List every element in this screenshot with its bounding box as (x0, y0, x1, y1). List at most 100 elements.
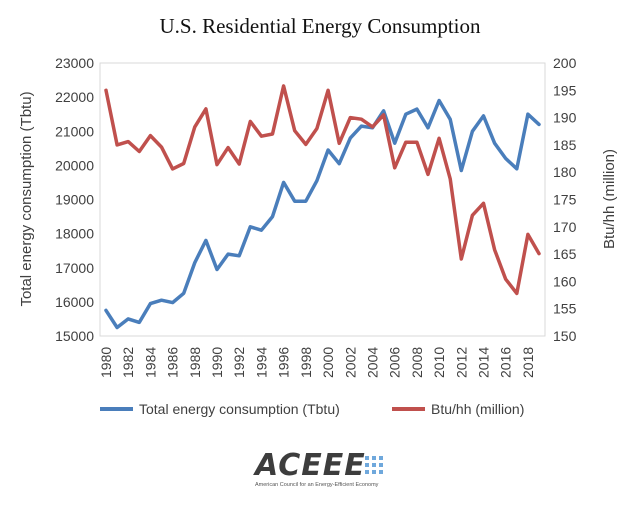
data-point-btu (437, 137, 441, 140)
data-point-btu (193, 125, 196, 129)
right-tick-label: 150 (553, 328, 577, 344)
data-point-total (171, 301, 174, 304)
chart-title: U.S. Residential Energy Consumption (159, 14, 481, 38)
data-point-btu (537, 252, 541, 255)
data-point-total (304, 200, 307, 203)
data-point-total (404, 113, 407, 116)
data-point-total (471, 130, 474, 133)
x-tick-label: 1986 (165, 347, 181, 378)
data-point-total (182, 292, 185, 295)
x-axis-ticks: 1980 1982 1984 1986 1988 1990 1992 1994 1996 1998… (98, 347, 536, 378)
right-tick-label: 200 (553, 55, 577, 71)
plot-frame (99, 62, 546, 337)
data-point-btu (204, 107, 208, 111)
right-tick-label: 175 (553, 192, 577, 208)
data-point-btu (293, 129, 296, 132)
logo-wordmark: ACEEE (255, 448, 366, 483)
left-axis-ticks: 15000 16000 17000 18000 19000 20000 21000 22000… (55, 55, 94, 344)
x-tick-label: 2018 (520, 347, 536, 378)
data-point-btu (271, 132, 274, 136)
right-tick-label: 155 (553, 301, 577, 317)
data-point-total (193, 261, 196, 264)
data-point-btu (149, 134, 152, 137)
series-line-total-consumption (104, 98, 541, 330)
data-point-total (204, 239, 208, 242)
data-point-total (515, 167, 518, 170)
x-tick-label: 1996 (276, 347, 292, 378)
left-axis-title: Total energy consumption (Tbtu) (18, 91, 35, 306)
data-point-btu (515, 292, 518, 295)
left-tick-label: 17000 (55, 260, 94, 276)
data-point-btu (415, 141, 419, 144)
data-point-btu (260, 135, 263, 138)
series-line-btu-per-household (104, 84, 541, 296)
left-tick-label: 16000 (55, 294, 94, 310)
data-point-btu (460, 257, 463, 261)
data-point-btu (171, 167, 174, 171)
data-point-total (104, 309, 108, 312)
x-tick-label: 2012 (453, 347, 469, 378)
data-point-total (238, 254, 241, 257)
data-point-total (415, 107, 419, 111)
data-point-btu (315, 127, 319, 130)
data-point-btu (215, 163, 219, 166)
left-tick-label: 20000 (55, 157, 94, 173)
data-point-total (215, 268, 219, 271)
data-point-btu (426, 173, 430, 176)
x-tick-label: 1992 (231, 347, 247, 378)
data-point-btu (138, 150, 141, 153)
right-tick-label: 190 (553, 110, 577, 126)
data-point-total (360, 124, 363, 128)
logo-dots-icon (365, 456, 383, 474)
x-tick-label: 2008 (409, 347, 425, 378)
data-point-total (115, 326, 119, 329)
data-point-total (493, 142, 496, 145)
data-point-total (338, 162, 341, 165)
x-tick-label: 1982 (120, 347, 136, 378)
data-point-total (349, 136, 352, 140)
data-point-btu (104, 89, 108, 92)
data-point-total (260, 229, 263, 232)
x-tick-label: 2000 (320, 347, 336, 378)
x-tick-label: 2014 (475, 347, 491, 378)
x-tick-label: 1988 (187, 347, 203, 378)
data-point-btu (349, 116, 352, 119)
data-point-total (160, 299, 163, 302)
data-point-total (315, 179, 319, 182)
legend: Total energy consumption (Tbtu) Btu/hh (… (100, 401, 524, 417)
right-axis-ticks: 150 155 160 165 170 175 180 185 190 195 200 (553, 55, 577, 344)
data-point-btu (249, 120, 252, 123)
data-point-total (482, 114, 485, 118)
left-tick-label: 15000 (55, 328, 94, 344)
data-point-btu (493, 248, 496, 251)
data-point-btu (282, 84, 285, 88)
left-tick-label: 18000 (55, 226, 94, 242)
data-point-total (504, 157, 507, 160)
data-point-total (249, 225, 252, 228)
x-tick-label: 2010 (431, 347, 447, 378)
data-point-total (449, 118, 452, 121)
x-tick-label: 2016 (498, 347, 514, 378)
data-point-total (226, 252, 230, 256)
data-point-total (393, 142, 396, 145)
data-point-total (437, 99, 441, 102)
x-tick-label: 1998 (298, 347, 314, 378)
right-tick-label: 160 (553, 273, 577, 289)
data-point-total (526, 113, 530, 116)
data-point-total (460, 169, 463, 172)
data-point-btu (449, 177, 452, 180)
data-point-btu (371, 125, 374, 129)
data-point-btu (471, 214, 474, 217)
data-point-total (149, 302, 152, 305)
left-tick-label: 21000 (55, 123, 94, 139)
data-point-btu (326, 89, 330, 92)
left-tick-label: 22000 (55, 89, 94, 105)
x-tick-label: 1980 (98, 347, 114, 378)
data-point-btu (160, 145, 163, 149)
x-tick-label: 2006 (387, 347, 403, 378)
data-point-total (271, 215, 274, 218)
data-point-btu (304, 143, 307, 146)
data-point-total (326, 148, 330, 152)
data-point-total (138, 321, 141, 324)
x-tick-label: 1994 (253, 347, 269, 378)
